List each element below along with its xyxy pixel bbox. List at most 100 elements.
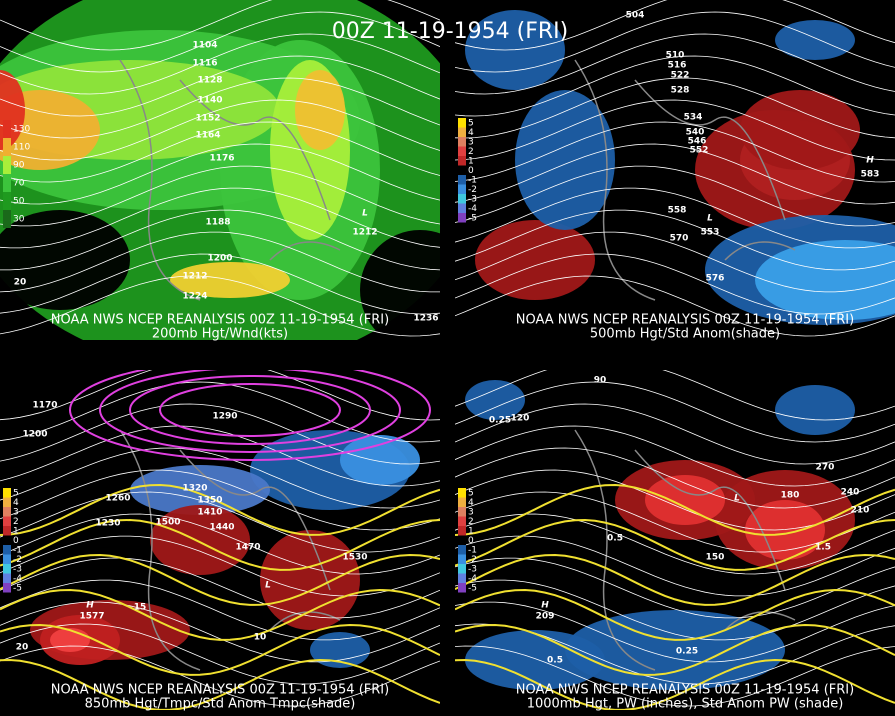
contour-label: 510	[666, 51, 685, 61]
legend-label: 4	[468, 128, 474, 138]
shaded-region	[150, 505, 250, 575]
contour-label: 270	[816, 463, 835, 473]
contour-label: 209	[536, 612, 555, 622]
panel-subcaption: 850mb Hgt/Tmpc/Std Anom Tmpc(shade)	[85, 697, 356, 712]
map-panel: 543210-1-2-3-4-5901201501802102402700.25…	[455, 370, 895, 712]
height-contour	[0, 623, 440, 685]
legend-label: -4	[13, 574, 22, 584]
height-contour	[455, 557, 895, 619]
legend-label: 0	[468, 166, 474, 176]
legend-label: -1	[13, 546, 22, 556]
legend-swatch	[458, 554, 466, 564]
legend-swatch	[458, 535, 466, 545]
legend-label: -4	[468, 574, 477, 584]
legend-swatch	[458, 203, 466, 213]
height-contour	[455, 11, 895, 73]
legend-swatch	[458, 194, 466, 204]
shaded-region	[340, 435, 420, 485]
contour-label: 0.5	[547, 656, 563, 666]
legend-swatch	[3, 564, 11, 574]
legend-swatch	[3, 573, 11, 583]
legend-swatch	[3, 156, 11, 174]
legend-label: -3	[468, 195, 477, 205]
height-contour	[455, 165, 895, 227]
legend-swatch	[458, 156, 466, 166]
legend-label: 2	[468, 517, 474, 527]
yellow-contour	[455, 588, 895, 641]
contour-label: 534	[684, 113, 703, 123]
height-contour	[0, 447, 440, 509]
contour-label: 1440	[209, 523, 234, 533]
contour-label: 90	[594, 376, 607, 386]
legend-label: 5	[468, 489, 474, 499]
yellow-contour	[455, 623, 895, 676]
shaded-region	[475, 220, 595, 300]
legend-swatch	[3, 516, 11, 526]
legend-swatch	[458, 146, 466, 156]
coastline	[574, 59, 796, 301]
legend-swatch	[458, 573, 466, 583]
legend-label: -3	[468, 565, 477, 575]
legend-label: 110	[13, 143, 30, 153]
legend-swatch	[3, 192, 11, 210]
contour-label: 1290	[212, 412, 237, 422]
shaded-region	[775, 385, 855, 435]
legend-swatch	[458, 516, 466, 526]
legend-swatch	[3, 507, 11, 517]
contour-label: 1260	[105, 494, 130, 504]
coastline	[119, 429, 341, 671]
contour-label: L	[707, 214, 713, 224]
panel-content: 543210-1-2-3-4-5901201501802102402700.25…	[455, 370, 895, 710]
contour-label: 10	[254, 633, 267, 643]
height-contour	[455, 231, 895, 293]
height-contour	[0, 11, 440, 73]
height-contour	[0, 513, 440, 575]
contour-label: 1176	[209, 154, 234, 164]
map-panel: 543210-1-2-3-4-5117012001230126012901320…	[0, 370, 440, 712]
legend-label: 3	[468, 138, 474, 148]
contour-label: 20	[14, 278, 27, 288]
contour-label: 504	[626, 11, 645, 21]
contour-label: 522	[671, 71, 690, 81]
legend-label: -2	[13, 555, 22, 565]
legend-swatch	[3, 535, 11, 545]
height-contour	[0, 187, 440, 249]
height-contour	[455, 513, 895, 575]
yellow-contour	[455, 658, 895, 710]
legend-swatch	[3, 583, 11, 593]
height-contour	[0, 425, 440, 487]
legend-swatch	[3, 174, 11, 192]
contour-label: 1200	[22, 430, 47, 440]
height-contour	[455, 447, 895, 509]
shaded-region	[260, 530, 360, 630]
panel-content: 130 110 90 70 50 30 1104 1116 1128 1140 1152 1164 11…	[0, 0, 440, 340]
contour-label: 1470	[235, 543, 260, 553]
legend-label: 0	[468, 536, 474, 546]
contour-label: 1320	[182, 484, 207, 494]
contour-label: 0.25	[489, 416, 511, 426]
height-contour	[455, 0, 895, 51]
legend-swatch	[458, 165, 466, 175]
legend-swatch	[3, 497, 11, 507]
height-contour	[455, 33, 895, 95]
contour-label: 1170	[32, 401, 57, 411]
contour-label: 1188	[205, 218, 230, 228]
legend-label: 50	[13, 197, 25, 207]
contour-label: 1212	[352, 228, 377, 238]
contour-label: 150	[706, 553, 725, 563]
contour-label: 1212	[182, 272, 207, 282]
height-contour	[455, 55, 895, 117]
contour-label: 240	[841, 488, 860, 498]
legend-label: -3	[13, 565, 22, 575]
legend-swatch	[458, 583, 466, 593]
yellow-contour	[0, 483, 440, 536]
panel-subcaption: 1000mb Hgt, PW (inches), Std Anom PW (sh…	[527, 697, 844, 712]
height-contour	[0, 253, 440, 315]
legend-label: -2	[468, 555, 477, 565]
height-contour	[455, 275, 895, 337]
height-contour	[455, 121, 895, 183]
height-contour	[455, 370, 895, 421]
height-contour	[455, 601, 895, 663]
